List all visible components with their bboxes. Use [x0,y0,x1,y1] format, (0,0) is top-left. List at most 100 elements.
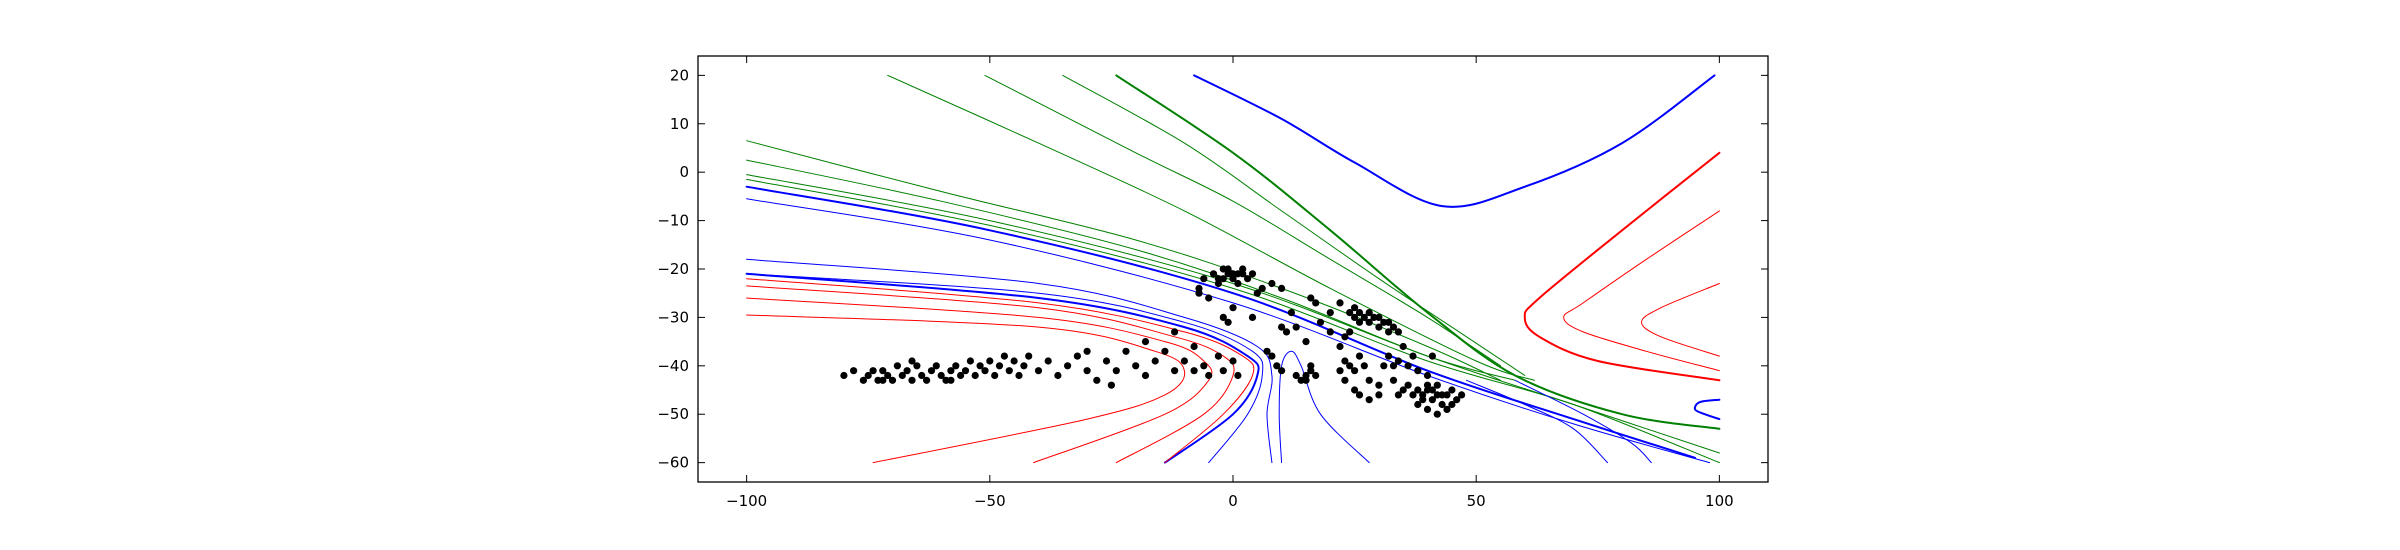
contour-line-16 [746,273,1264,464]
scatter-point-120 [1385,318,1393,326]
scatter-point-8 [888,376,897,384]
scatter-point-46 [1122,347,1130,355]
scatter-point-36 [1025,352,1033,360]
scatter-point-92 [1258,284,1266,292]
scatter-point-10 [898,371,906,380]
y-tick-label-6: −40 [657,357,689,375]
scatter-point-117 [1355,318,1364,326]
scatter-point-34 [1015,371,1023,380]
scatter-point-167 [1399,342,1407,351]
x-tick-label-0: −100 [726,492,767,510]
scatter-point-4 [869,367,877,375]
scatter-point-56 [1214,352,1222,360]
scatter-point-15 [923,376,931,384]
scatter-point-102 [1316,318,1325,326]
scatter-point-13 [913,362,921,370]
scatter-point-82 [1200,275,1208,283]
scatter-point-107 [1351,313,1359,321]
scatter-point-21 [952,362,960,370]
scatter-point-160 [1385,352,1393,360]
scatter-point-148 [1394,391,1402,399]
scatter-point-154 [1351,367,1359,375]
contour-line-0 [1193,74,1716,208]
scatter-point-27 [981,367,989,375]
plot-background [698,56,1768,482]
scatter-point-22 [957,371,965,380]
scatter-point-24 [966,357,975,365]
scatter-point-105 [1346,328,1354,336]
scatter-point-29 [991,371,999,380]
scatter-point-99 [1302,338,1310,346]
contour-line-15 [746,258,1273,464]
scatter-point-57 [1219,367,1227,375]
scatter-point-140 [1428,386,1436,394]
y-tick-label-7: −50 [657,405,689,423]
scatter-point-115 [1389,323,1398,331]
scatter-point-155 [1346,362,1354,370]
contour-line-14 [746,198,1711,464]
x-tick-label-1: −50 [974,492,1006,510]
y-tick-label-3: −10 [657,212,689,230]
scatter-point-50 [1161,347,1169,355]
scatter-point-89 [1224,318,1232,326]
scatter-point-75 [1244,275,1252,283]
scatter-point-166 [1409,352,1417,360]
y-tick-label-8: −60 [657,454,689,472]
scatter-point-153 [1355,352,1364,360]
scatter-point-42 [1083,367,1091,375]
scatter-point-40 [1064,362,1072,370]
x-tick-label-4: 100 [1705,492,1734,510]
scatter-point-65 [879,376,887,384]
scatter-point-0 [840,371,848,380]
scatter-point-181 [1273,362,1281,370]
x-tick-label-2: 0 [1228,492,1238,510]
scatter-point-151 [1365,376,1373,384]
contour-line-12 [746,178,1720,464]
scatter-point-45 [1112,367,1120,375]
scatter-point-55 [1205,371,1213,380]
scatter-point-38 [1044,357,1052,365]
scatter-point-162 [1404,362,1412,370]
scatter-point-136 [1423,405,1432,413]
y-tick-label-5: −30 [657,308,689,326]
scatter-point-130 [1438,400,1446,409]
scatter-point-23 [961,367,970,375]
contour-line-8 [887,74,1535,381]
scatter-point-48 [1141,371,1150,380]
scatter-point-31 [1000,352,1009,360]
scatter-point-96 [1282,328,1291,336]
scatter-point-33 [1010,357,1018,365]
scatter-point-54 [1200,362,1208,370]
scatter-point-63 [1171,328,1179,336]
scatter-point-144 [1433,381,1441,389]
scatter-point-32 [1005,367,1013,375]
scatter-point-59 [1234,371,1242,380]
scatter-point-123 [1336,342,1344,351]
scatter-point-139 [1419,396,1427,404]
scatter-point-87 [1229,304,1237,312]
scatter-point-147 [1399,386,1407,394]
scatter-point-176 [1307,362,1315,370]
scatter-point-43 [1093,376,1101,384]
scatter-point-103 [1326,309,1334,317]
scatter-point-58 [1229,357,1237,365]
scatter-point-179 [1351,386,1359,394]
scatter-point-168 [1389,362,1398,370]
contour-line-1 [1523,151,1721,382]
scatter-point-157 [1355,391,1364,399]
scatter-point-77 [1229,270,1237,278]
scatter-point-133 [1453,396,1461,404]
scatter-point-118 [1365,309,1373,317]
scatter-point-114 [1385,328,1393,336]
scatter-point-142 [1448,400,1456,409]
scatter-point-104 [1336,299,1344,307]
scatter-point-137 [1433,410,1441,418]
scatter-point-91 [1253,289,1261,297]
scatter-point-135 [1414,400,1422,409]
contour-line-9 [746,140,1501,381]
contour-line-17 [745,272,1260,464]
scatter-point-68 [1209,270,1218,278]
scatter-point-177 [1336,367,1344,375]
